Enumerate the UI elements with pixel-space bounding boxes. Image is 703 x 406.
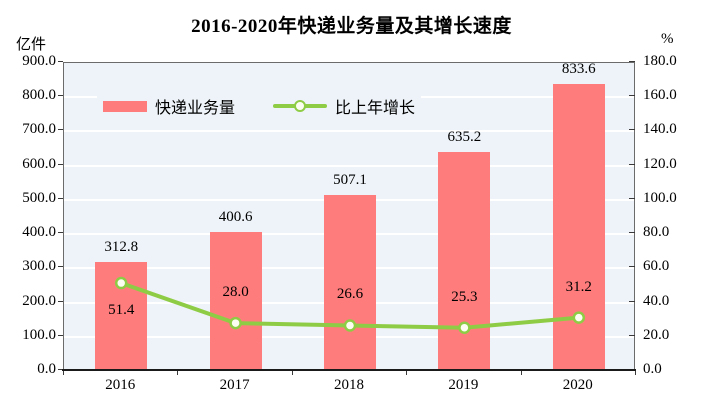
- y2-axis-tick-label: 60.0: [643, 258, 670, 275]
- x-axis-line: [62, 369, 636, 371]
- line-marker-icon: [343, 319, 357, 332]
- y2-axis-tick: [629, 232, 635, 234]
- left-axis-unit-label: 亿件: [16, 37, 47, 53]
- y2-axis-tick-label: 120.0: [643, 155, 677, 172]
- y-axis-tick: [58, 163, 63, 165]
- y2-axis-tick-label: 40.0: [643, 292, 670, 309]
- y-axis-tick: [58, 61, 63, 62]
- growth-value-label: 31.2: [565, 278, 592, 295]
- growth-value-label: 51.4: [108, 302, 135, 319]
- x-axis-label: 2019: [448, 377, 479, 393]
- y-axis-tick: [58, 300, 63, 302]
- y2-axis-tick-label: 80.0: [643, 224, 670, 241]
- y-axis-tick-label: 500.0: [22, 189, 56, 206]
- x-axis-tick: [291, 370, 293, 375]
- bar-value-label: 312.8: [104, 238, 139, 255]
- bar-value-label: 400.6: [218, 208, 253, 225]
- y-axis-tick-label: 200.0: [22, 292, 56, 309]
- y2-axis-tick: [629, 197, 635, 199]
- legend-bar-swatch: [103, 100, 147, 112]
- legend-label-growth: 比上年增长: [335, 100, 416, 117]
- y2-axis-tick-label: 180.0: [643, 53, 677, 69]
- bar-2017: [209, 231, 262, 369]
- y2-axis-tick-label: 140.0: [643, 121, 677, 138]
- y-axis-tick-label: 0.0: [37, 361, 56, 377]
- y-axis-tick: [58, 95, 63, 97]
- growth-value-label: 28.0: [222, 284, 249, 301]
- y-axis-tick-label: 800.0: [22, 87, 56, 104]
- legend-line-swatch: [273, 99, 328, 113]
- line-marker-icon: [458, 321, 471, 334]
- y2-axis-tick-label: 100.0: [643, 189, 677, 206]
- y-axis-tick: [58, 129, 63, 131]
- chart-legend: 快递业务量 比上年增长: [97, 91, 422, 121]
- legend-line-marker-icon: [294, 100, 307, 112]
- x-axis-label: 2020: [562, 377, 593, 393]
- bar-value-label: 635.2: [447, 128, 482, 145]
- growth-value-label: 25.3: [451, 288, 478, 305]
- x-axis-tick: [63, 370, 64, 375]
- y2-axis-tick: [629, 334, 635, 336]
- y-axis-tick: [58, 266, 63, 268]
- x-axis-tick: [177, 370, 179, 375]
- growth-value-label: 26.6: [336, 286, 364, 303]
- bar-2018: [324, 195, 376, 369]
- legend-label-volume: 快递业务量: [155, 100, 236, 117]
- y-axis-tick-label: 300.0: [22, 258, 56, 275]
- x-axis-tick: [520, 370, 522, 375]
- x-axis-label: 2018: [334, 377, 364, 393]
- y-axis-tick-label: 600.0: [22, 155, 56, 172]
- y-axis-tick-label: 400.0: [22, 224, 56, 241]
- x-axis-label: 2016: [105, 377, 136, 393]
- x-axis-tick: [635, 370, 636, 375]
- y2-axis-tick-label: 0.0: [643, 361, 662, 377]
- line-marker-icon: [229, 316, 242, 330]
- y-axis-tick-label: 100.0: [22, 326, 56, 343]
- gridline: [64, 164, 634, 167]
- y2-axis-tick: [629, 300, 635, 302]
- y2-axis-tick: [629, 61, 635, 62]
- bar-value-label: 507.1: [333, 172, 367, 189]
- chart-title: 2016-2020年快递业务量及其增长速度: [191, 16, 512, 37]
- x-axis-label: 2017: [219, 377, 250, 393]
- line-marker-icon: [114, 276, 128, 290]
- growth-line-chart: [114, 276, 586, 334]
- y-axis-tick: [58, 197, 63, 199]
- y-axis-tick: [58, 334, 63, 336]
- y2-axis-tick: [629, 163, 635, 165]
- y2-axis-tick: [629, 95, 635, 97]
- bar-value-label: 833.6: [561, 60, 596, 77]
- y2-axis-tick: [629, 129, 635, 131]
- y2-axis-tick-label: 20.0: [643, 326, 670, 343]
- y-axis-tick-label: 700.0: [22, 121, 56, 138]
- y2-axis-tick: [629, 266, 635, 268]
- right-axis-unit-label: %: [661, 31, 674, 47]
- line-marker-icon: [572, 311, 586, 324]
- y-axis-tick: [58, 369, 63, 370]
- y-axis-tick: [58, 232, 63, 234]
- gridline: [64, 130, 634, 133]
- y-axis-tick-label: 900.0: [22, 53, 56, 69]
- y2-axis-tick-label: 160.0: [643, 87, 677, 104]
- x-axis-tick: [406, 370, 408, 375]
